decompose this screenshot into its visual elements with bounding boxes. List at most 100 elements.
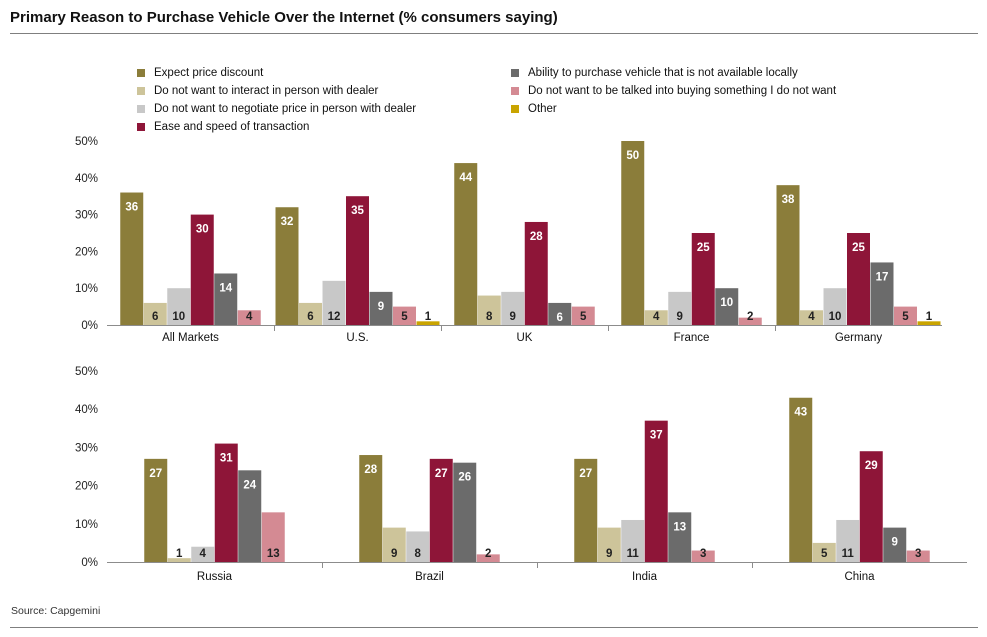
bar (237, 310, 261, 325)
data-label: 6 (307, 311, 313, 323)
source-note: Source: Capgemini (11, 605, 101, 617)
data-label: 26 (458, 472, 471, 484)
bar (416, 321, 440, 325)
data-label: 4 (808, 311, 815, 323)
legend-column-left: Expect price discount Do not want to inte… (137, 64, 416, 136)
bar (621, 519, 645, 562)
legend-item: Ease and speed of transaction (137, 118, 416, 136)
y-tick-label: 10% (75, 519, 98, 531)
data-label: 25 (697, 242, 710, 254)
bar (548, 302, 572, 325)
data-label: 38 (782, 194, 795, 206)
legend-label: Other (528, 103, 557, 115)
bar (144, 458, 168, 562)
data-label: 1 (926, 311, 933, 323)
legend-column-right: Ability to purchase vehicle that is not … (511, 64, 836, 118)
data-label: 9 (677, 311, 683, 323)
bar (571, 306, 595, 325)
legend-item: Ability to purchase vehicle that is not … (511, 64, 836, 82)
data-label: 14 (219, 282, 232, 294)
bar (167, 288, 191, 325)
data-label: 44 (459, 172, 472, 184)
bar (668, 512, 692, 562)
data-label: 6 (557, 312, 563, 324)
bar (644, 420, 668, 562)
footer-divider (10, 627, 978, 628)
data-label: 32 (281, 216, 294, 228)
data-label: 1 (176, 548, 183, 560)
bar (776, 185, 800, 325)
data-label: 10 (720, 297, 733, 309)
bar (668, 291, 692, 325)
y-tick-label: 20% (75, 246, 98, 258)
data-label: 3 (700, 548, 706, 560)
bar (812, 542, 836, 562)
data-label: 5 (821, 548, 828, 560)
bar (597, 527, 621, 562)
data-label: 9 (510, 311, 516, 323)
bar (738, 317, 762, 325)
legend-swatch (137, 87, 145, 95)
data-label: 36 (125, 202, 138, 214)
bar (621, 141, 645, 325)
bar (883, 527, 907, 562)
bar (429, 458, 453, 562)
category-label: Brazil (415, 571, 444, 583)
y-tick-label: 20% (75, 481, 98, 493)
legend-item: Expect price discount (137, 64, 416, 82)
bar (917, 321, 941, 325)
legend-swatch (511, 105, 519, 113)
data-label: 27 (435, 468, 448, 480)
bar (823, 288, 847, 325)
legend-swatch (511, 87, 519, 95)
category-label: Germany (835, 332, 883, 344)
data-label: 30 (196, 224, 209, 236)
data-label: 37 (650, 430, 663, 442)
bar (644, 310, 668, 325)
y-tick-label: 30% (75, 210, 98, 222)
bar (369, 291, 393, 325)
title-divider (10, 33, 978, 34)
bar (191, 546, 215, 562)
data-label: 9 (378, 301, 384, 313)
legend-swatch (137, 105, 145, 113)
chart-title: Primary Reason to Purchase Vehicle Over … (10, 9, 558, 26)
bar (382, 527, 406, 562)
bar (359, 455, 383, 562)
data-label: 9 (391, 548, 397, 560)
data-label: 4 (653, 311, 660, 323)
category-label: U.S. (346, 332, 368, 344)
data-label: 17 (876, 271, 889, 283)
category-label: Russia (197, 571, 233, 583)
legend-swatch (511, 69, 519, 77)
bar (859, 451, 883, 562)
data-label: 12 (328, 311, 341, 323)
bar (299, 302, 322, 325)
legend-item: Do not want to negotiate price in person… (137, 100, 416, 118)
bar (214, 443, 238, 562)
y-tick-label: 0% (81, 320, 98, 332)
bar (691, 233, 715, 325)
data-label: 4 (200, 548, 207, 560)
data-label: 9 (892, 537, 898, 549)
legend-label: Expect price discount (154, 67, 264, 79)
bar (322, 280, 346, 325)
bar (524, 221, 548, 325)
data-label: 5 (401, 311, 408, 323)
category-label: China (844, 571, 875, 583)
data-label: 2 (747, 311, 753, 323)
data-label: 24 (243, 479, 256, 491)
legend-label: Do not want to negotiate price in person… (154, 103, 417, 115)
data-label: 35 (351, 205, 364, 217)
data-label: 27 (579, 468, 592, 480)
bar (143, 302, 167, 325)
bar (847, 233, 870, 325)
y-tick-label: 50% (75, 136, 98, 148)
data-label: 8 (415, 548, 422, 560)
data-label: 31 (220, 453, 233, 465)
y-tick-label: 50% (75, 366, 98, 378)
legend-label: Do not want to interact in person with d… (154, 85, 379, 97)
legend-label: Ability to purchase vehicle that is not … (528, 67, 798, 79)
category-label: All Markets (162, 332, 219, 344)
